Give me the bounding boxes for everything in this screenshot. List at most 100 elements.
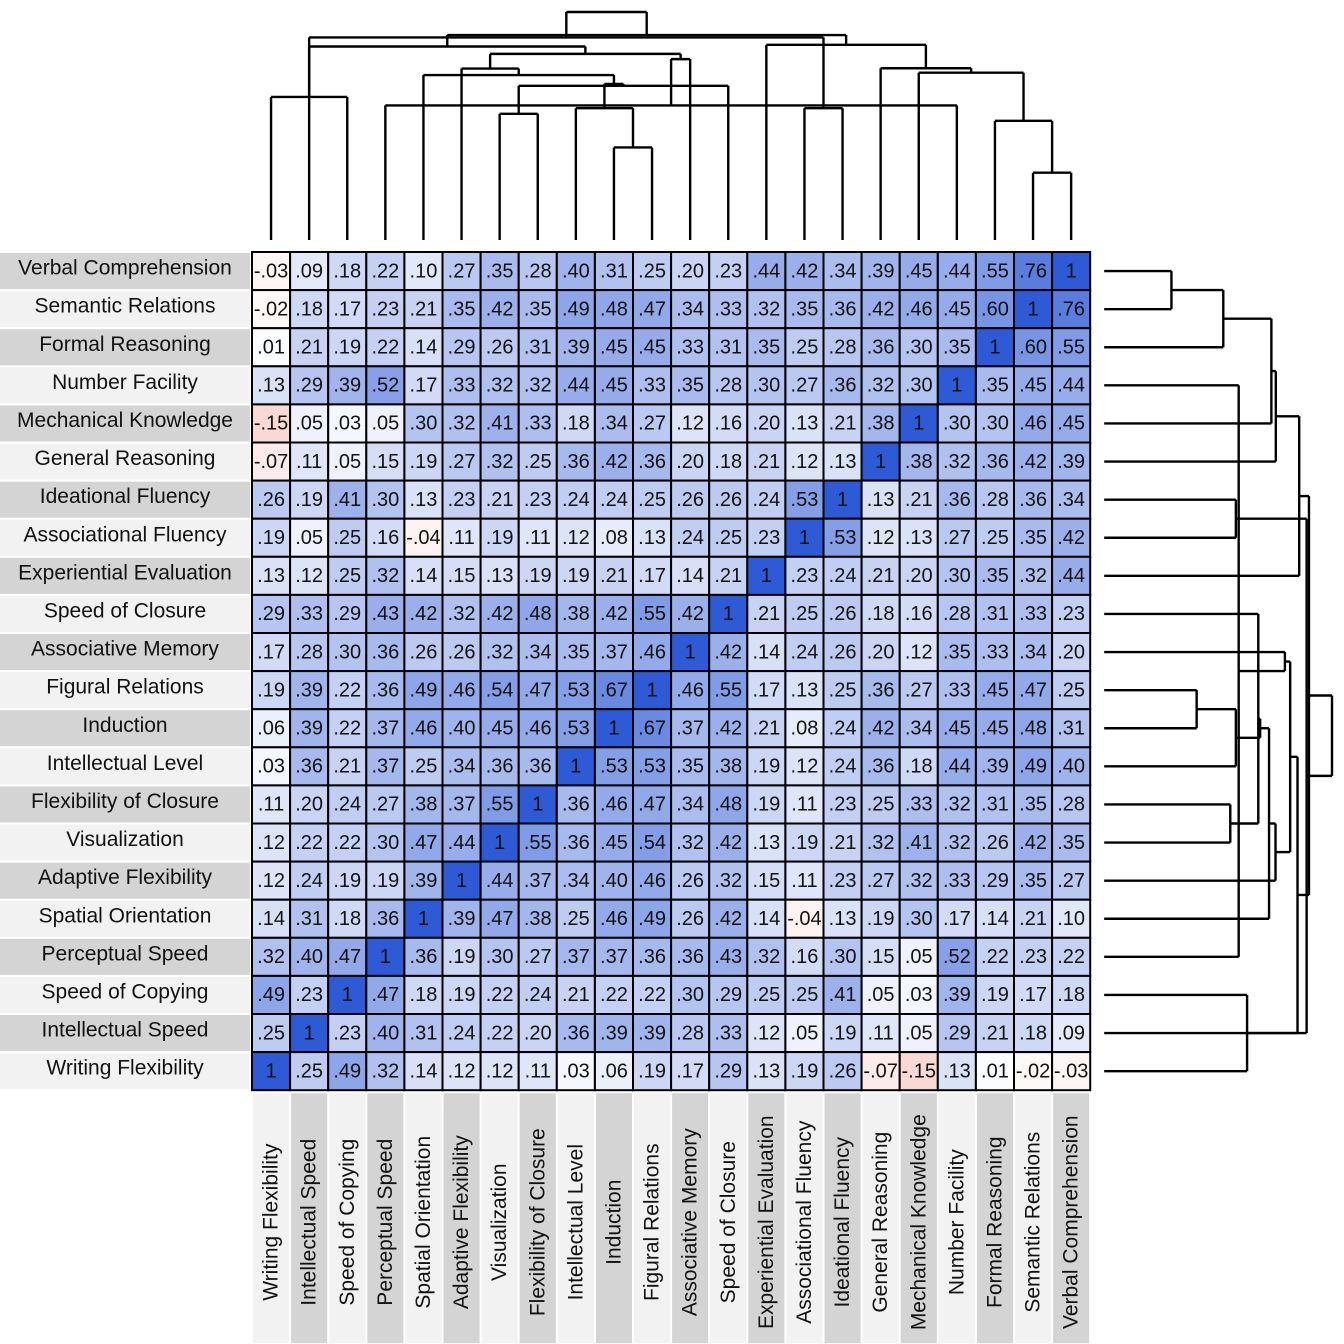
cell-value-label: .34 [676, 298, 704, 320]
heatmap-cell [403, 251, 444, 292]
heatmap-cell [555, 593, 596, 635]
heatmap-cell [1051, 1051, 1092, 1092]
cell-value-label: .42 [1019, 451, 1047, 473]
heatmap-cell [974, 860, 1016, 901]
cell-value-label: .03 [562, 1060, 590, 1082]
cell-value-label: .19 [257, 527, 285, 549]
cell-value-label: .30 [829, 946, 857, 968]
cell-value-label: .14 [410, 1060, 438, 1082]
cell-value-label: .23 [1019, 946, 1047, 968]
cell-value-label: .22 [981, 946, 1009, 968]
cell-value-label: 1 [1027, 298, 1038, 320]
cell-value-label: .37 [371, 718, 399, 740]
cell-value-label: .67 [638, 718, 666, 740]
cell-value-label: .13 [638, 527, 666, 549]
cell-value-label: .49 [638, 908, 666, 930]
column-label-band [672, 1093, 709, 1344]
cell-value-label: .18 [295, 298, 323, 320]
row-label-band [0, 634, 250, 671]
heatmap-cell [593, 974, 635, 1016]
cell-value-label: .45 [638, 337, 666, 359]
cell-value-label: .32 [371, 565, 399, 587]
cell-value-label: .20 [676, 451, 704, 473]
heatmap-cell [479, 403, 520, 444]
cell-value-label: .19 [486, 527, 514, 549]
cell-value-label: .43 [371, 603, 399, 625]
heatmap-cell [441, 403, 482, 444]
cell-value-label: .16 [371, 527, 399, 549]
cell-value-label: .20 [295, 794, 323, 816]
cell-value-label: 1 [837, 489, 848, 511]
cell-value-label: .22 [600, 984, 628, 1006]
heatmap-cell [289, 746, 330, 787]
cell-value-label: .53 [829, 527, 857, 549]
cell-value-label: .47 [1019, 679, 1047, 701]
cell-value-label: .46 [676, 679, 704, 701]
cell-value-label: .35 [1019, 794, 1047, 816]
heatmap-cell [974, 670, 1016, 711]
cell-value-label: .46 [905, 298, 933, 320]
cell-value-label: .22 [371, 337, 399, 359]
heatmap-cell [670, 365, 711, 406]
cell-value-label: .36 [486, 756, 514, 778]
cell-value-label: .35 [676, 756, 704, 778]
row-label-band [0, 938, 250, 975]
row-label-speed-of-closure: Speed of Closure [44, 599, 206, 622]
heatmap-cell [327, 822, 368, 863]
cell-value-label: .18 [562, 413, 590, 435]
row-label-speed-of-copying: Speed of Copying [42, 980, 209, 1003]
heatmap-cell [822, 708, 863, 749]
column-dendrogram [269, 10, 1073, 240]
cell-value-label: .19 [791, 1060, 819, 1082]
cell-value-label: .27 [1057, 870, 1085, 892]
heatmap-cell [898, 784, 939, 825]
heatmap-cell [1013, 860, 1054, 901]
heatmap-cell [632, 403, 673, 444]
cell-value-label: .42 [791, 260, 819, 282]
cell-value-label: .16 [905, 603, 933, 625]
cell-value-label: .32 [676, 832, 704, 854]
cell-value-label: .17 [752, 679, 780, 701]
cell-value-label: .33 [943, 870, 971, 892]
cell-value-label: .40 [1057, 756, 1085, 778]
cell-value-label: .30 [371, 832, 399, 854]
column-label-mechanical-knowledge: Mechanical Knowledge [907, 1114, 930, 1330]
cell-value-label: .45 [943, 298, 971, 320]
column-label-induction: Induction [602, 1180, 625, 1265]
cell-value-label: .23 [371, 298, 399, 320]
cell-value-label: .37 [676, 718, 704, 740]
cell-value-label: .20 [676, 260, 704, 282]
heatmap-cell [1013, 784, 1054, 825]
cell-value-label: .30 [486, 946, 514, 968]
cell-value-label: .38 [905, 451, 933, 473]
heatmap-cell [441, 822, 482, 863]
cell-value-label: .46 [638, 870, 666, 892]
cell-value-label: .25 [829, 679, 857, 701]
cell-value-label: .34 [600, 413, 628, 435]
cell-value-label: .53 [562, 679, 590, 701]
cell-value-label: .48 [600, 298, 628, 320]
cell-value-label: .27 [448, 451, 476, 473]
cell-value-label: .06 [257, 718, 285, 740]
cell-value-label: .25 [257, 1022, 285, 1044]
cell-value-label: .09 [1057, 1022, 1085, 1044]
cell-value-label: .42 [600, 603, 628, 625]
column-label-band [1053, 1093, 1090, 1344]
cell-value-label: .19 [752, 794, 780, 816]
cell-value-label: .30 [905, 375, 933, 397]
heatmap-cell [860, 327, 901, 368]
cell-value-label: .25 [791, 984, 819, 1006]
cell-value-label: .30 [333, 641, 361, 663]
cell-value-label: .17 [638, 565, 666, 587]
column-label-band [291, 1093, 328, 1344]
row-label-general-reasoning: General Reasoning [35, 447, 216, 470]
cell-value-label: .28 [676, 1022, 704, 1044]
cell-value-label: .39 [333, 375, 361, 397]
row-label-spatial-orientation: Spatial Orientation [39, 904, 212, 927]
row-label-band [0, 519, 250, 556]
cell-value-label: .27 [524, 946, 552, 968]
cell-value-label: .26 [448, 641, 476, 663]
cell-value-label: .46 [638, 641, 666, 663]
heatmap-cell [746, 251, 787, 292]
cell-value-label: .52 [943, 946, 971, 968]
